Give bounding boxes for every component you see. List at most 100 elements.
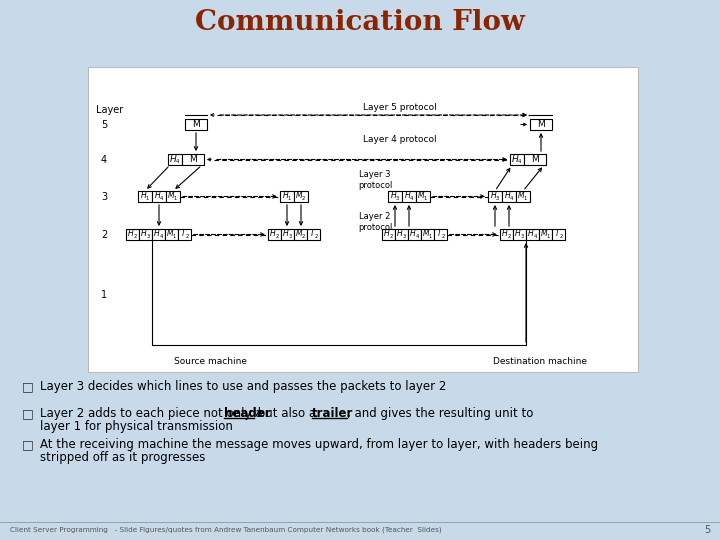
- Text: M: M: [531, 155, 539, 164]
- Text: H: H: [397, 230, 403, 239]
- Text: M: M: [537, 120, 545, 129]
- Text: 5: 5: [703, 525, 710, 535]
- Text: M: M: [296, 230, 302, 239]
- Text: 2: 2: [315, 234, 318, 239]
- Text: 4: 4: [415, 234, 419, 239]
- Text: H: H: [391, 192, 397, 200]
- Text: H: H: [170, 154, 177, 164]
- Bar: [126, 229, 139, 240]
- Bar: [530, 119, 552, 130]
- Text: 2: 2: [441, 234, 445, 239]
- Bar: [513, 229, 526, 240]
- Text: H: H: [515, 230, 521, 239]
- Text: 1: 1: [146, 196, 149, 201]
- Text: 3: 3: [396, 196, 399, 201]
- Bar: [408, 229, 421, 240]
- Text: 1: 1: [172, 234, 176, 239]
- Text: 1: 1: [424, 196, 427, 201]
- Bar: [421, 229, 434, 240]
- Text: H: H: [140, 192, 146, 200]
- Text: H: H: [384, 230, 390, 239]
- Bar: [185, 119, 207, 130]
- Text: □: □: [22, 407, 34, 420]
- Bar: [510, 154, 524, 165]
- Text: □: □: [22, 380, 34, 393]
- Text: Layer 2 adds to each piece not only a: Layer 2 adds to each piece not only a: [40, 407, 266, 420]
- Text: H: H: [405, 192, 410, 200]
- Text: 4: 4: [176, 159, 179, 164]
- Text: 1: 1: [428, 234, 432, 239]
- Text: M: M: [167, 230, 174, 239]
- Text: M: M: [296, 192, 303, 200]
- Bar: [165, 229, 178, 240]
- Text: 1: 1: [546, 234, 549, 239]
- Text: 1: 1: [524, 196, 527, 201]
- Bar: [281, 229, 294, 240]
- Text: At the receiving machine the message moves upward, from layer to layer, with hea: At the receiving machine the message mov…: [40, 438, 598, 451]
- Bar: [152, 191, 166, 202]
- Text: T: T: [181, 230, 185, 239]
- Text: 2: 2: [302, 196, 305, 201]
- Text: H: H: [155, 192, 161, 200]
- Bar: [388, 191, 402, 202]
- Bar: [168, 154, 182, 165]
- Text: 4: 4: [101, 155, 107, 165]
- Text: 4: 4: [410, 196, 413, 201]
- Text: H: H: [141, 230, 147, 239]
- Text: M: M: [418, 192, 425, 200]
- Text: 4: 4: [510, 196, 513, 201]
- Text: 4: 4: [518, 159, 521, 164]
- Text: Layer 2
protocol: Layer 2 protocol: [358, 212, 392, 232]
- Text: M: M: [192, 120, 200, 129]
- Bar: [500, 229, 513, 240]
- Text: Layer 4 protocol: Layer 4 protocol: [363, 136, 437, 145]
- Bar: [526, 229, 539, 240]
- Text: M: M: [541, 230, 547, 239]
- Text: 1: 1: [174, 196, 177, 201]
- Bar: [182, 154, 204, 165]
- Bar: [294, 229, 307, 240]
- Text: but also a: but also a: [254, 407, 320, 420]
- Text: Layer 3 decides which lines to use and passes the packets to layer 2: Layer 3 decides which lines to use and p…: [40, 380, 446, 393]
- Text: Client Server Programming   - Slide Figures/quotes from Andrew Tanenbaum Compute: Client Server Programming - Slide Figure…: [10, 526, 441, 534]
- Text: M: M: [423, 230, 429, 239]
- Text: 2: 2: [275, 234, 279, 239]
- Text: , and gives the resulting unit to: , and gives the resulting unit to: [347, 407, 534, 420]
- Text: 1: 1: [101, 290, 107, 300]
- Text: Destination machine: Destination machine: [493, 357, 587, 367]
- Bar: [524, 154, 546, 165]
- Text: 3: 3: [521, 234, 523, 239]
- Text: 2: 2: [301, 234, 305, 239]
- Text: 3: 3: [146, 234, 150, 239]
- Text: H: H: [502, 230, 508, 239]
- Bar: [152, 229, 165, 240]
- Text: M: M: [168, 192, 175, 200]
- Text: 2: 2: [508, 234, 510, 239]
- Text: H: H: [128, 230, 134, 239]
- Bar: [294, 191, 308, 202]
- Text: 3: 3: [101, 192, 107, 202]
- Text: Source machine: Source machine: [174, 357, 246, 367]
- Text: Layer 5 protocol: Layer 5 protocol: [363, 104, 437, 112]
- Text: H: H: [270, 230, 276, 239]
- Bar: [416, 191, 430, 202]
- Bar: [88, 67, 638, 372]
- Text: 2: 2: [390, 234, 392, 239]
- Bar: [280, 191, 294, 202]
- Bar: [434, 229, 447, 240]
- Text: trailer: trailer: [312, 407, 354, 420]
- Text: H: H: [505, 192, 510, 200]
- Bar: [488, 191, 502, 202]
- Text: Layer: Layer: [96, 105, 123, 115]
- Text: layer 1 for physical transmission: layer 1 for physical transmission: [40, 420, 233, 433]
- Text: H: H: [490, 192, 496, 200]
- Text: 4: 4: [534, 234, 536, 239]
- Bar: [307, 229, 320, 240]
- Text: M: M: [518, 192, 525, 200]
- Bar: [539, 229, 552, 240]
- Text: 4: 4: [160, 196, 163, 201]
- Text: 5: 5: [101, 120, 107, 130]
- Bar: [402, 191, 416, 202]
- Text: H: H: [512, 154, 519, 164]
- Text: H: H: [410, 230, 416, 239]
